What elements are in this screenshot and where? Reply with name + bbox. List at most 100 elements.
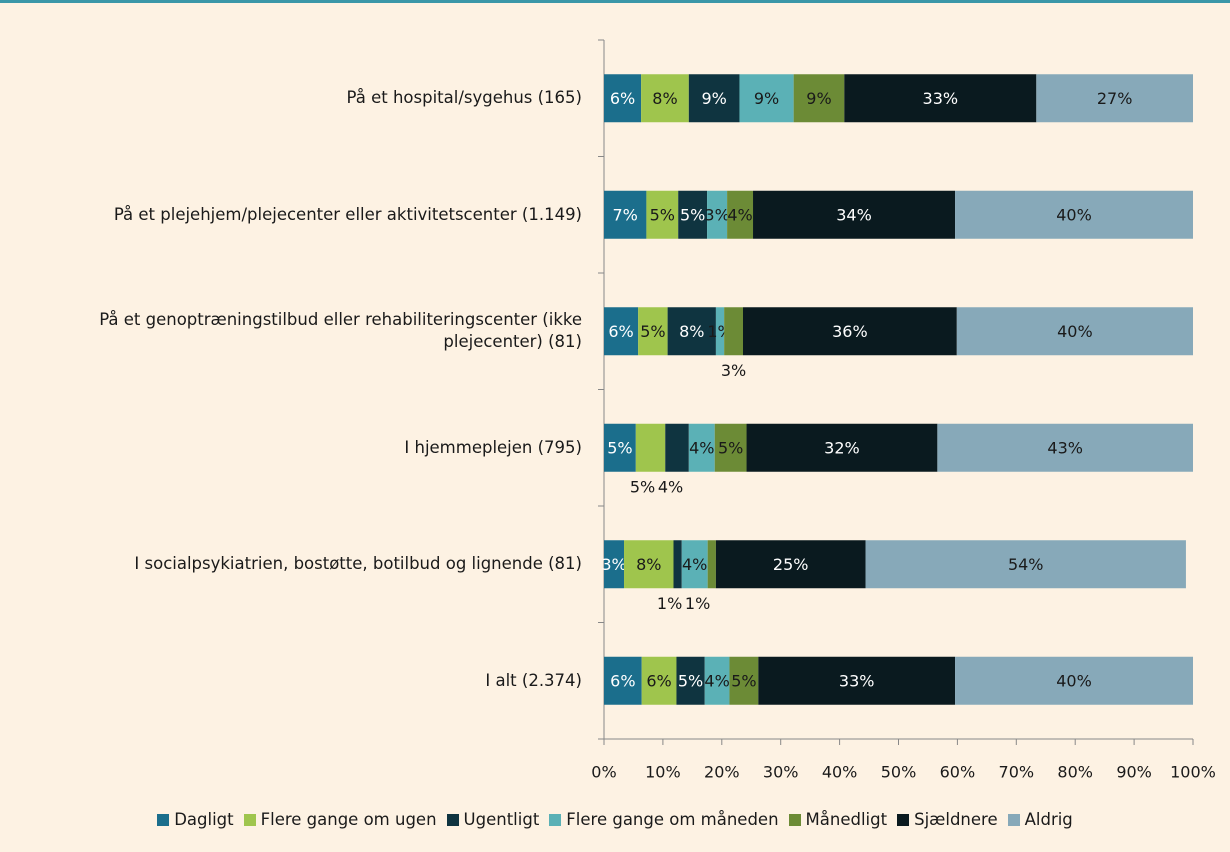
bar-segment: [956, 307, 1193, 356]
legend-label: Flere gange om ugen: [260, 810, 437, 829]
value-label: 5%: [650, 205, 675, 224]
value-label: 9%: [806, 89, 831, 108]
x-tick-label: 80%: [1057, 763, 1093, 782]
value-label: 4%: [704, 671, 729, 690]
legend-item: Dagligt: [157, 810, 234, 829]
value-label: 6%: [610, 89, 635, 108]
bar-segment: [688, 74, 740, 123]
bar-segment: [844, 74, 1037, 123]
value-label: 5%: [607, 438, 632, 457]
bar-segment: [604, 656, 642, 705]
legend-swatch: [549, 813, 562, 826]
value-label: 33%: [923, 89, 959, 108]
value-label: 27%: [1097, 89, 1133, 108]
x-tick-label: 20%: [704, 763, 740, 782]
bar-segment: [1036, 74, 1193, 123]
legend-label: Aldrig: [1024, 810, 1073, 829]
value-label: 5%: [640, 322, 665, 341]
value-label: 5%: [630, 477, 655, 496]
value-label: 34%: [836, 205, 872, 224]
bar-segment: [753, 190, 956, 239]
top-rule: [0, 0, 1230, 3]
bar-segment: [758, 656, 956, 705]
bar-segment: [746, 423, 938, 472]
bar-segment: [937, 423, 1193, 472]
legend: Dagligt Flere gange om ugen Ugentligt Flere…: [0, 810, 1230, 829]
value-label: 5%: [731, 671, 756, 690]
x-tick-label: 0%: [591, 763, 616, 782]
value-label: 4%: [689, 438, 714, 457]
bar-segment: [729, 656, 759, 705]
bar-segment: [604, 190, 647, 239]
bar-segment: [727, 190, 754, 239]
value-label: 4%: [682, 555, 707, 574]
bar-segment: [665, 423, 689, 472]
legend-item: Sjældnere: [897, 810, 998, 829]
legend-swatch: [788, 813, 801, 826]
value-label: 43%: [1047, 438, 1083, 457]
value-label: 9%: [701, 89, 726, 108]
bar-segment: [688, 423, 715, 472]
legend-item: Aldrig: [1007, 810, 1073, 829]
category-label: På et plejehjem/plejecenter eller aktivi…: [113, 204, 582, 224]
value-label: 40%: [1056, 671, 1092, 690]
x-tick-label: 40%: [822, 763, 858, 782]
legend-item: Ugentligt: [446, 810, 540, 829]
bar-segment: [793, 74, 845, 123]
bar-segment: [678, 190, 708, 239]
legend-label: Månedligt: [805, 810, 888, 829]
bar-segment: [707, 540, 716, 589]
x-tick-label: 30%: [763, 763, 799, 782]
bar-segment: [681, 540, 708, 589]
legend-swatch: [446, 813, 459, 826]
legend-label: Ugentligt: [463, 810, 540, 829]
bar-segment: [714, 423, 747, 472]
x-tick-label: 90%: [1116, 763, 1152, 782]
value-label: 6%: [646, 671, 671, 690]
bar-segment: [743, 307, 957, 356]
value-label: 25%: [773, 555, 809, 574]
legend-item: Flere gange om måneden: [549, 810, 779, 829]
category-label: I alt (2.374): [485, 670, 582, 690]
x-tick-label: 100%: [1170, 763, 1216, 782]
value-label: 5%: [678, 671, 703, 690]
value-label: 6%: [610, 671, 635, 690]
legend-label: Sjældnere: [914, 810, 998, 829]
bar-segment: [704, 656, 730, 705]
bar-segment: [646, 190, 679, 239]
value-label: 40%: [1056, 205, 1092, 224]
bar-segment: [635, 423, 666, 472]
legend-swatch: [897, 813, 910, 826]
bar-segment: [604, 74, 642, 123]
value-label: 32%: [824, 438, 860, 457]
value-label: 33%: [839, 671, 875, 690]
value-label: 1%: [685, 594, 710, 613]
value-label: 3%: [721, 361, 746, 380]
bar-segment: [724, 307, 744, 356]
x-tick-label: 70%: [999, 763, 1035, 782]
category-label: I socialpsykiatrien, bostøtte, botilbud …: [134, 554, 582, 574]
category-label: I hjemmeplejen (795): [404, 437, 582, 457]
legend-swatch: [157, 813, 170, 826]
bar-segment: [739, 74, 794, 123]
value-label: 3%: [704, 205, 729, 224]
bar-segment: [604, 423, 636, 472]
value-label: 40%: [1057, 322, 1093, 341]
bar-segment: [641, 74, 689, 123]
bar-segment: [624, 540, 674, 589]
legend-item: Flere gange om ugen: [243, 810, 437, 829]
bar-segment: [865, 540, 1186, 589]
value-label: 4%: [658, 477, 683, 496]
bar-segment: [673, 540, 682, 589]
value-label: 6%: [608, 322, 633, 341]
bar-segment: [715, 307, 725, 356]
x-tick-label: 60%: [940, 763, 976, 782]
value-label: 8%: [636, 555, 661, 574]
value-label: 4%: [727, 205, 752, 224]
legend-swatch: [1007, 813, 1020, 826]
value-label: 9%: [754, 89, 779, 108]
legend-label: Dagligt: [174, 810, 234, 829]
legend-item: Månedligt: [788, 810, 888, 829]
